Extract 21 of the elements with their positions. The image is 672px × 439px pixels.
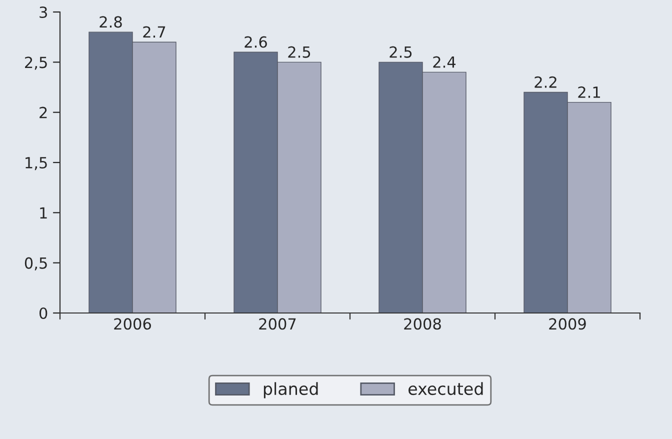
x-tick-label: 2006	[114, 318, 151, 330]
x-tick-label: 2007	[259, 318, 296, 330]
data-label: 2.8	[100, 16, 122, 28]
data-label: 2.5	[288, 46, 310, 58]
data-label: 2.1	[578, 86, 600, 98]
y-tick-label: 2	[40, 106, 47, 118]
y-tick-label: 2,5	[25, 56, 47, 70]
data-label: 2.7	[143, 26, 166, 38]
x-tick-label: 2009	[549, 318, 586, 330]
legend-label: executed	[408, 382, 483, 396]
y-tick-label: 1	[40, 207, 47, 218]
y-tick-label: 0,5	[24, 257, 47, 270]
data-label: 2.5	[390, 46, 412, 58]
x-tick-label: 2008	[404, 318, 441, 330]
data-label: 2.2	[534, 76, 556, 88]
y-tick-label: 3	[40, 6, 47, 18]
y-tick-label: 0	[39, 307, 48, 320]
data-label: 2.4	[433, 56, 456, 68]
y-tick-label: 1,5	[26, 157, 47, 170]
legend-label: planed	[264, 382, 318, 398]
data-label: 2.6	[244, 36, 267, 48]
